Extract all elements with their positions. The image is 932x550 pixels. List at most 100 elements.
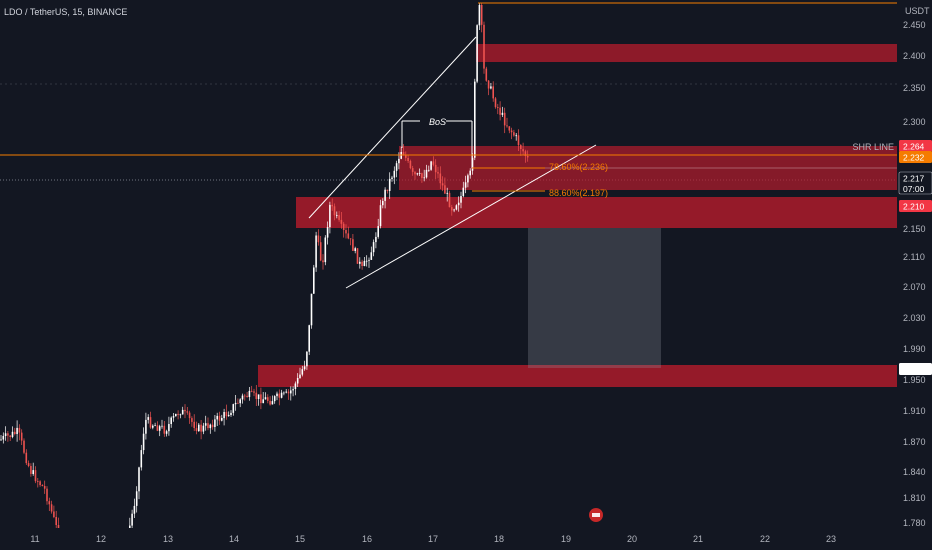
candle-body: [407, 158, 409, 161]
candle-body: [193, 421, 195, 428]
candle-body: [269, 400, 271, 405]
candle-body: [342, 223, 345, 230]
price-tag-value: 1.965: [903, 365, 925, 375]
price-tag-low: [899, 363, 932, 375]
candle-body: [508, 126, 511, 131]
candle-body: [34, 470, 37, 482]
candle-body: [214, 419, 216, 427]
fib-786-label: 78.60%(2.236): [549, 162, 608, 172]
price-tag-zone: [899, 200, 932, 212]
candle-body: [244, 395, 246, 397]
candle-body: [315, 235, 317, 268]
candle-body: [175, 413, 177, 417]
candle-body: [225, 412, 228, 417]
candle-body: [517, 135, 520, 146]
candle-body: [232, 404, 235, 413]
candle-body: [319, 242, 322, 261]
candle-body: [257, 394, 260, 399]
candle-body: [467, 175, 469, 183]
candle-body: [388, 178, 391, 191]
candle-body: [248, 390, 251, 397]
candle-body: [444, 185, 446, 194]
candle-body: [306, 351, 308, 367]
candle-body: [161, 425, 163, 427]
time-axis-label: 17: [428, 534, 438, 544]
candle-body: [497, 107, 499, 108]
candle-body: [280, 392, 283, 398]
candle-body: [382, 201, 384, 206]
price-axis[interactable]: 2.4502.4002.3502.3002.2502.2102.1502.110…: [852, 0, 932, 550]
time-axis-label: 23: [826, 534, 836, 544]
candle-body: [434, 164, 437, 173]
price-tag-shr: [899, 140, 932, 152]
candle-body: [20, 432, 23, 441]
candle-body: [428, 169, 430, 171]
candle-body: [7, 433, 9, 436]
candle-body: [25, 452, 28, 464]
candle-body: [418, 173, 421, 174]
time-axis-label: 18: [494, 534, 504, 544]
candle-body: [441, 183, 444, 186]
candle-body: [145, 419, 147, 434]
candle-body: [165, 431, 168, 434]
candle-body: [158, 426, 161, 431]
candle-body: [331, 204, 333, 207]
candle-body: [39, 481, 41, 485]
price-tag-last: [898, 171, 932, 195]
candle-body: [416, 173, 419, 175]
candle-body: [260, 394, 262, 404]
price-axis-label: 1.950: [903, 375, 926, 385]
candle-body: [368, 259, 370, 261]
candle-body: [398, 158, 400, 164]
price-axis-label: 1.840: [903, 467, 926, 477]
candle-body: [414, 171, 416, 175]
candle-body: [370, 252, 373, 260]
candle-body: [453, 209, 455, 211]
candle-body: [133, 505, 136, 514]
time-axis-label: 11: [30, 534, 39, 544]
candle-body: [322, 260, 324, 263]
candle-body: [223, 412, 225, 419]
candle-body: [365, 260, 368, 262]
candle-body: [430, 161, 432, 170]
candle-body: [439, 173, 442, 184]
price-axis-label: 1.910: [903, 406, 926, 416]
candle-body: [336, 215, 338, 216]
price-axis-bg: [897, 0, 932, 550]
candle-body: [246, 395, 248, 397]
candle-body: [14, 431, 16, 434]
time-axis-label: 14: [229, 534, 239, 544]
candle-body: [460, 196, 462, 203]
candle-body: [138, 467, 140, 492]
candle-body: [423, 177, 425, 179]
candle-body: [347, 233, 350, 239]
currency-label: USDT: [905, 6, 930, 16]
candle-body: [271, 401, 274, 405]
candle-body: [462, 187, 465, 196]
candle-body: [411, 168, 414, 172]
candle-body: [485, 68, 488, 81]
time-axis[interactable]: 11 12 13 14 15 16 17 18 19 20 21 22 23: [0, 528, 897, 550]
supply-zone-top: [476, 44, 897, 62]
price-axis-label: 2.070: [903, 282, 926, 292]
candle-body: [140, 450, 143, 468]
candle-body: [313, 267, 315, 294]
candle-body: [191, 418, 193, 422]
time-axis-label: 21: [693, 534, 703, 544]
candle-body: [446, 192, 448, 194]
candle-body: [221, 418, 223, 421]
candle-body: [391, 177, 393, 179]
price-tag-countdown: 07:00: [903, 184, 925, 194]
candle-body: [237, 402, 239, 404]
time-axis-label: 22: [760, 534, 770, 544]
candle-body: [216, 415, 218, 420]
price-axis-label: 1.780: [903, 518, 926, 528]
time-axis-bg: [0, 528, 897, 550]
chart-title: LDO / TetherUS, 15, BINANCE: [4, 7, 127, 17]
candle-body: [285, 391, 287, 393]
candle-body: [292, 389, 294, 391]
price-axis-label: 1.990: [903, 344, 926, 354]
